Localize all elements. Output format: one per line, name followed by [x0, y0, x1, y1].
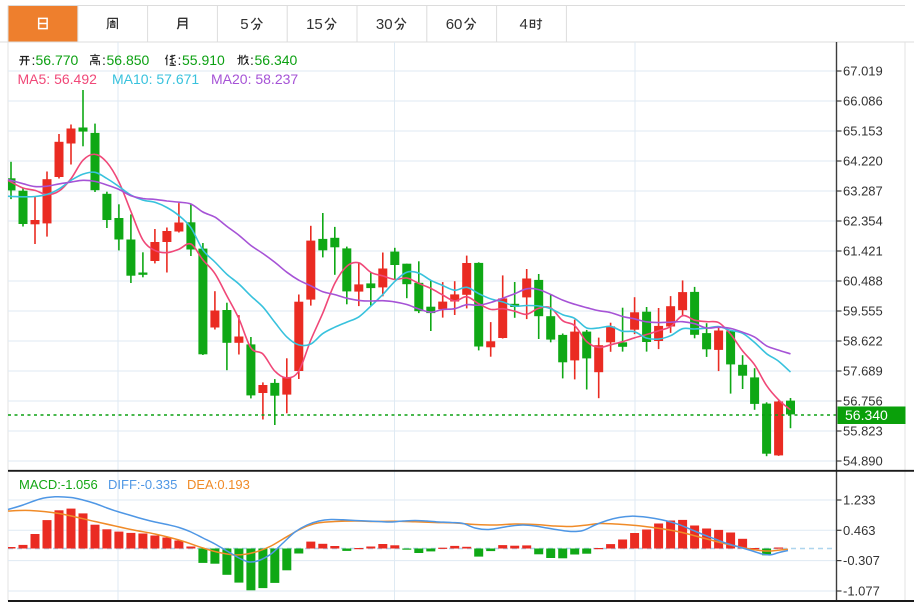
- svg-text:30: 30: [376, 16, 393, 33]
- svg-text:-0.307: -0.307: [843, 553, 880, 568]
- svg-text:62.354: 62.354: [843, 214, 883, 229]
- svg-text:63.287: 63.287: [843, 184, 883, 199]
- svg-text:56.340: 56.340: [255, 52, 298, 68]
- svg-text:65.153: 65.153: [843, 124, 883, 139]
- svg-text:60: 60: [446, 16, 463, 33]
- svg-text:5: 5: [240, 16, 248, 33]
- svg-text:4: 4: [520, 16, 528, 33]
- svg-text:66.086: 66.086: [843, 94, 883, 109]
- svg-text::: :: [178, 52, 182, 68]
- svg-text:56.850: 56.850: [107, 52, 150, 68]
- svg-text:MA10: 57.671: MA10: 57.671: [112, 71, 199, 87]
- svg-text::: :: [32, 52, 36, 68]
- svg-text:58.622: 58.622: [843, 334, 883, 349]
- svg-text:55.910: 55.910: [182, 52, 225, 68]
- svg-text:64.220: 64.220: [843, 154, 883, 169]
- svg-text::: :: [102, 52, 106, 68]
- svg-text:DIFF:-0.335: DIFF:-0.335: [108, 477, 177, 492]
- svg-text:61.421: 61.421: [843, 244, 883, 259]
- svg-text::: :: [250, 52, 254, 68]
- svg-text:MA5: 56.492: MA5: 56.492: [18, 71, 98, 87]
- svg-text:59.555: 59.555: [843, 304, 883, 319]
- svg-text:MA20: 58.237: MA20: 58.237: [211, 71, 298, 87]
- svg-text:15: 15: [306, 16, 323, 33]
- svg-text:DEA:0.193: DEA:0.193: [187, 477, 250, 492]
- svg-text:67.019: 67.019: [843, 64, 883, 79]
- svg-text:1.233: 1.233: [843, 493, 876, 508]
- svg-text:57.689: 57.689: [843, 364, 883, 379]
- svg-text:56.756: 56.756: [843, 394, 883, 409]
- svg-text:MACD:-1.056: MACD:-1.056: [19, 477, 98, 492]
- svg-text:0.463: 0.463: [843, 523, 876, 538]
- svg-text:56.770: 56.770: [36, 52, 79, 68]
- svg-text:54.890: 54.890: [843, 454, 883, 469]
- svg-text:60.488: 60.488: [843, 274, 883, 289]
- svg-text:55.823: 55.823: [843, 424, 883, 439]
- svg-text:-1.077: -1.077: [843, 584, 880, 599]
- svg-text:56.340: 56.340: [845, 407, 888, 423]
